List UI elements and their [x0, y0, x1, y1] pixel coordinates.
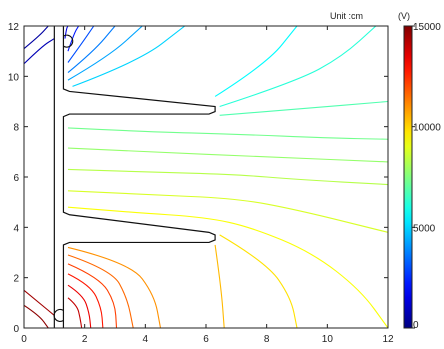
unit-label: Unit :cm	[330, 11, 363, 21]
contour-line-11	[67, 168, 388, 186]
contour-line-10	[67, 147, 388, 163]
colorbar-label: (V)	[398, 11, 410, 21]
x-tick-label-2: 4	[143, 334, 149, 345]
left-contour-line-2	[24, 289, 55, 316]
x-tick-label-5: 10	[322, 334, 334, 345]
contour-line-17	[67, 254, 134, 328]
x-tick-label-1: 2	[82, 334, 88, 345]
left-contour-line-1	[24, 38, 55, 65]
plot-background	[24, 26, 388, 328]
y-axis-ticks: 0 2 4 6 8 10 12	[8, 22, 388, 335]
contour-line-7	[219, 26, 377, 108]
x-tick-label-6: 12	[382, 334, 394, 345]
x-tick-label-0: 0	[21, 334, 27, 345]
plot-area	[23, 25, 389, 329]
contour-line-8	[219, 100, 388, 116]
contour-line-13	[67, 206, 388, 328]
contour-line-16	[67, 246, 162, 328]
electrode-shape	[62, 26, 216, 328]
contour-line-20	[67, 284, 92, 328]
y-tick-label-3: 6	[13, 173, 19, 184]
x-axis-ticks: 0 2 4 6 8 10 12	[21, 26, 394, 345]
contour-line-2	[67, 26, 95, 63]
electrode-bump-top	[63, 34, 74, 48]
y-tick-label-5: 10	[8, 72, 20, 83]
y-tick-label-0: 0	[13, 324, 19, 335]
colorbar: 0 5000 10000 15000	[403, 22, 441, 331]
colorbar-gradient	[403, 25, 413, 329]
contour-line-15	[214, 244, 225, 328]
y-tick-label-2: 4	[13, 223, 19, 234]
contour-line-6	[214, 26, 298, 97]
contour-line-21	[67, 297, 83, 328]
contour-line-5	[72, 26, 186, 87]
x-tick-label-3: 6	[203, 334, 209, 345]
left-contour-line-3	[24, 304, 49, 328]
contour-line-3	[67, 26, 116, 73]
contour-line-1	[67, 26, 80, 52]
colorbar-tick-label-0: 0	[413, 320, 419, 331]
contour-line-9	[67, 127, 388, 140]
contour-line-14	[219, 234, 298, 328]
colorbar-tick-label-1: 5000	[413, 223, 436, 234]
left-contour-line-0	[24, 26, 49, 50]
contour-line-12	[67, 190, 388, 233]
contour-line-0	[64, 26, 69, 39]
contour-line-4	[67, 26, 143, 81]
electrode-bump-bottom	[53, 308, 64, 322]
y-tick-label-6: 12	[8, 22, 20, 33]
y-tick-label-4: 8	[13, 123, 19, 134]
contour-line-18	[67, 263, 118, 328]
contour-line-19	[67, 273, 104, 328]
colorbar-tick-label-3: 15000	[413, 22, 441, 33]
colorbar-tick-label-2: 10000	[413, 123, 441, 134]
x-tick-label-4: 8	[264, 334, 270, 345]
y-tick-label-1: 2	[13, 274, 19, 285]
